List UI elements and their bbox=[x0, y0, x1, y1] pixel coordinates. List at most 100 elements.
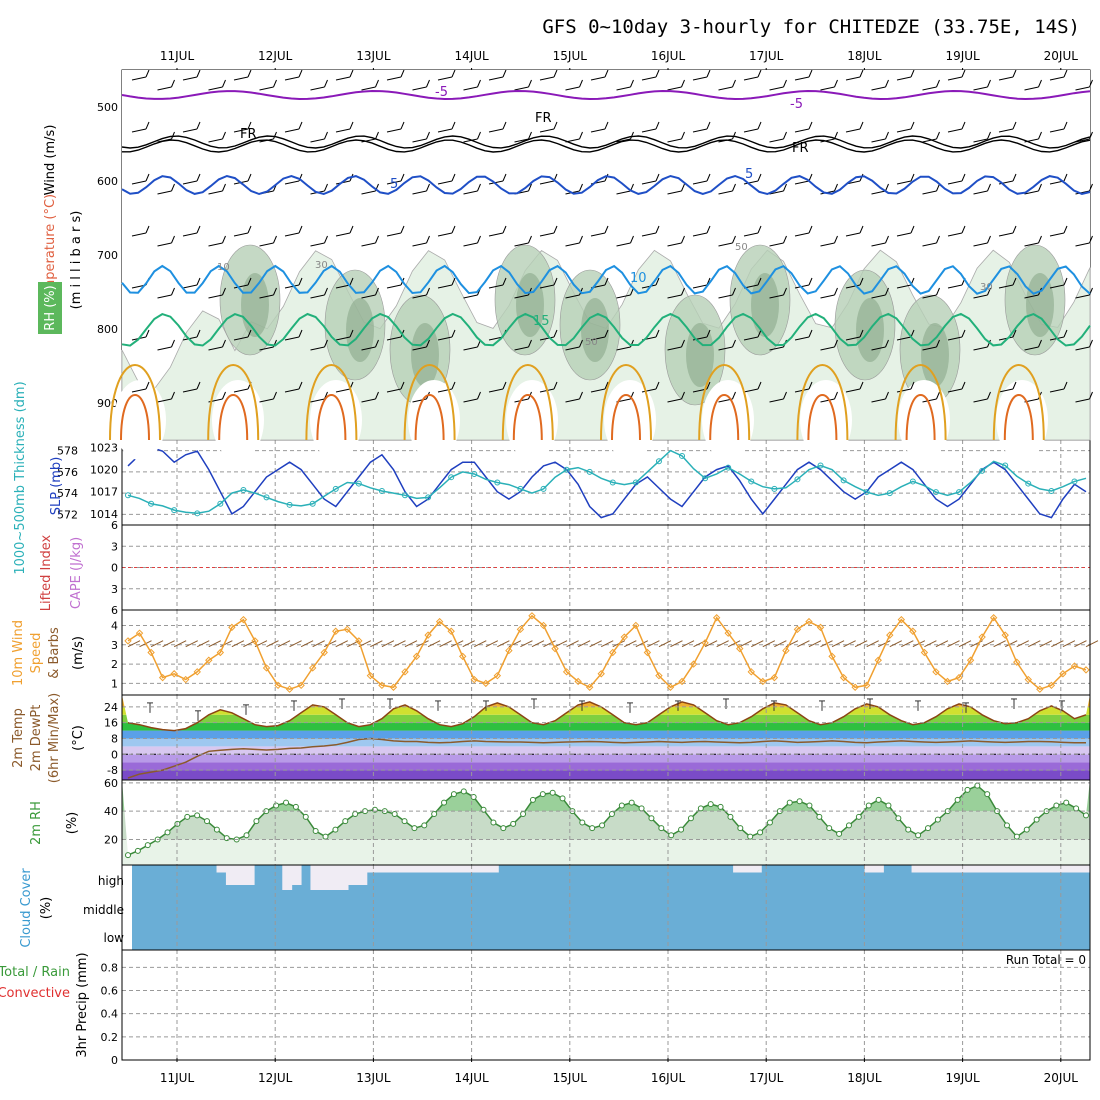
wind10m-point bbox=[135, 629, 144, 637]
wind-barb bbox=[769, 294, 784, 299]
wind-barb bbox=[361, 346, 376, 351]
wind-barb-flag bbox=[1038, 131, 1042, 140]
wind10m-point bbox=[724, 629, 732, 637]
wind-barb-flag bbox=[910, 225, 915, 234]
wind-barb-flag bbox=[298, 121, 303, 130]
contour-label-fr: FR bbox=[535, 111, 552, 126]
wind-barb bbox=[488, 284, 504, 289]
wind-barb-10m bbox=[566, 640, 579, 648]
rh2m-point bbox=[618, 802, 625, 809]
rh2m-point bbox=[302, 813, 309, 820]
wind-barb bbox=[947, 180, 963, 185]
temp2m-line bbox=[127, 701, 1087, 732]
wind-barb-flag bbox=[885, 131, 889, 140]
wind-barb bbox=[718, 294, 733, 299]
label-cloud-unit: (%) bbox=[39, 897, 54, 920]
wind-barb bbox=[769, 346, 784, 351]
rh2m-point bbox=[885, 802, 892, 809]
wind10m-point bbox=[597, 670, 605, 678]
label-upper-rh: RH (%) bbox=[43, 285, 58, 330]
bottom-date-label: 19JUL bbox=[945, 1071, 980, 1085]
wind-barb-flag bbox=[324, 287, 328, 296]
thickness-point bbox=[771, 485, 778, 492]
wind-barb bbox=[233, 284, 249, 289]
cloud-high-gap bbox=[244, 865, 255, 885]
cloud-high-gap bbox=[873, 865, 884, 873]
wind-barb-flag bbox=[451, 173, 456, 182]
wind-barb-flag bbox=[808, 69, 813, 78]
contour-25 bbox=[120, 394, 150, 441]
wind-barb-flag bbox=[834, 391, 838, 400]
rh2m-point bbox=[1003, 822, 1010, 829]
wind-barb bbox=[488, 388, 504, 393]
wind-barb-flag bbox=[324, 79, 328, 88]
wind-barb bbox=[1049, 232, 1065, 237]
wind-barb bbox=[284, 336, 300, 341]
rh2m-point bbox=[164, 829, 171, 836]
wind-barb-flag bbox=[859, 69, 864, 78]
wind-barb-flag bbox=[1063, 277, 1068, 286]
wind-barb-flag bbox=[961, 381, 966, 390]
wind-barb bbox=[463, 346, 478, 351]
rh2m-point bbox=[529, 796, 536, 803]
wind10m-point bbox=[366, 671, 375, 680]
wind10m-point bbox=[943, 677, 952, 686]
wind-barb-flag bbox=[196, 69, 201, 78]
y-tick-label: 0 bbox=[111, 748, 118, 761]
rh2m-point bbox=[737, 825, 744, 832]
cloud-high-gap bbox=[733, 865, 743, 873]
rh2m-point bbox=[895, 815, 902, 822]
wind-barb-flag bbox=[222, 235, 226, 244]
y-tick-label: 800 bbox=[97, 323, 118, 336]
wind10m-point bbox=[886, 631, 894, 639]
wind-barb bbox=[896, 232, 912, 237]
wind-barb-flag bbox=[400, 225, 405, 234]
rh2m-point bbox=[204, 818, 211, 825]
wind-barb-flag bbox=[681, 339, 685, 348]
wind-barb-10m bbox=[589, 640, 602, 648]
wind-barb-flag bbox=[681, 235, 685, 244]
contour-label-5: 5 bbox=[390, 177, 398, 192]
wind-barb-10m bbox=[624, 640, 637, 648]
wind-barb bbox=[973, 138, 988, 143]
wind-barb bbox=[947, 284, 963, 289]
wind-barb-flag bbox=[757, 381, 762, 390]
cloud-high-gap bbox=[451, 865, 462, 873]
wind-barb-10m bbox=[300, 640, 314, 648]
wind-barb-flag bbox=[579, 391, 583, 400]
wind10m-point bbox=[574, 677, 582, 686]
wind-barb-flag bbox=[732, 235, 736, 244]
wind-barb bbox=[871, 138, 886, 143]
wind-barb bbox=[310, 398, 325, 403]
rh2m-point bbox=[539, 791, 546, 798]
wind-barb-flag bbox=[961, 173, 966, 182]
wind-barb bbox=[616, 190, 631, 195]
wind-barb-flag bbox=[349, 69, 354, 78]
wind-barb-10m bbox=[1085, 640, 1099, 648]
wind-barb-flag bbox=[604, 381, 609, 390]
wind-barb bbox=[667, 86, 682, 91]
wind-barb-10m bbox=[924, 640, 937, 648]
wind-barb bbox=[769, 138, 784, 143]
y-tick-label: 0 bbox=[111, 562, 118, 575]
wind-barb-10m bbox=[854, 640, 868, 648]
thickness-point bbox=[517, 485, 524, 492]
wind-barb-flag bbox=[273, 131, 277, 140]
wind-barb-flag bbox=[1089, 131, 1093, 140]
wind-barb bbox=[284, 128, 300, 133]
wind-barb-flag bbox=[451, 69, 456, 78]
wind-barb bbox=[947, 388, 963, 393]
wind-barb-flag bbox=[375, 235, 379, 244]
rh2m-point bbox=[292, 803, 299, 810]
rh2m-point bbox=[1023, 826, 1030, 833]
wind-barb bbox=[1075, 398, 1090, 403]
wind-barb bbox=[1024, 242, 1039, 247]
top-date-label: 19JUL bbox=[945, 49, 980, 63]
wind-barb-flag bbox=[859, 225, 864, 234]
contour-5 bbox=[121, 174, 1091, 196]
wind10m-point bbox=[666, 683, 675, 691]
thickness-point bbox=[425, 494, 432, 501]
wind-barb-flag bbox=[706, 173, 711, 182]
wind-barb-flag bbox=[171, 235, 175, 244]
rh-band bbox=[122, 839, 1090, 865]
